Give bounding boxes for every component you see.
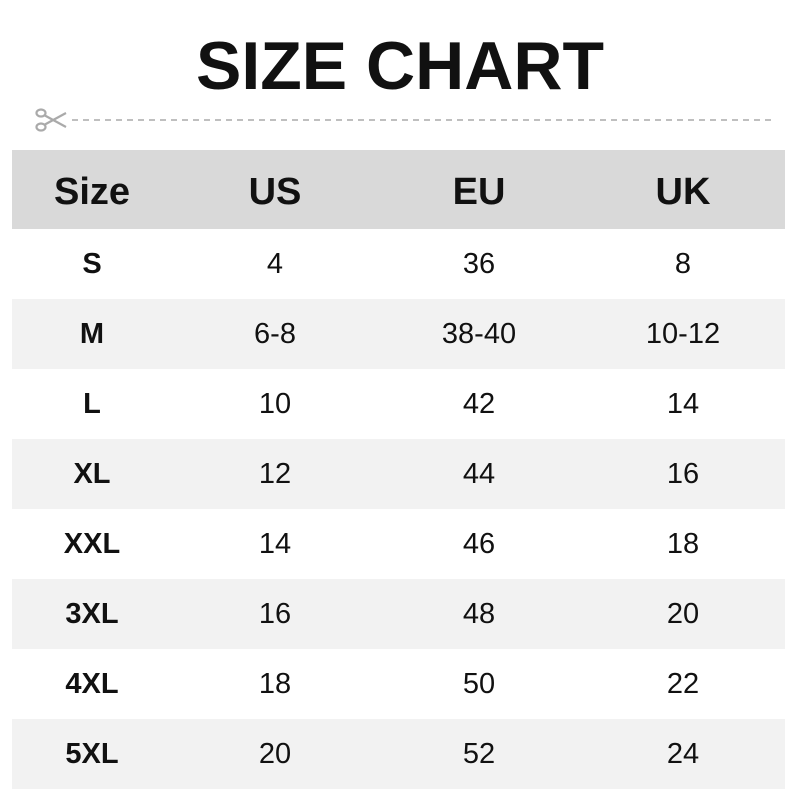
cell-uk: 18 <box>666 527 700 560</box>
cell-eu: 44 <box>462 457 496 490</box>
header-row: Size US EU UK <box>12 150 785 229</box>
cell-size: 5XL <box>65 737 119 770</box>
cell-uk: 22 <box>666 667 700 700</box>
cell-us: 18 <box>258 667 292 700</box>
cell-eu: 42 <box>462 387 496 420</box>
table-row: XXL 14 46 18 <box>12 509 785 579</box>
cell-size: L <box>83 387 101 420</box>
table-row: L 10 42 14 <box>12 369 785 439</box>
cell-us: 6-8 <box>254 317 296 350</box>
table-row: 3XL 16 48 20 <box>12 579 785 649</box>
cell-us: 12 <box>258 457 292 490</box>
header-eu: EU <box>452 171 506 213</box>
cell-us: 20 <box>258 737 292 770</box>
cell-eu: 52 <box>462 737 496 770</box>
table-row: 4XL 18 50 22 <box>12 649 785 719</box>
table-row: XL 12 44 16 <box>12 439 785 509</box>
page-title: SIZE CHART <box>196 28 604 104</box>
cell-uk: 16 <box>666 457 700 490</box>
cell-uk: 24 <box>666 737 700 770</box>
cell-us: 16 <box>258 597 292 630</box>
header-us: US <box>248 171 302 213</box>
size-table: Size US EU UK S 4 36 8 M 6-8 38-40 10-12 L 10 42 14… <box>12 150 785 789</box>
header-uk: UK <box>655 171 711 213</box>
cut-line <box>35 108 774 132</box>
cell-us: 10 <box>258 387 292 420</box>
table-row: 5XL 20 52 24 <box>12 719 785 789</box>
cell-uk: 20 <box>666 597 700 630</box>
cell-size: S <box>82 247 102 280</box>
cell-size: XXL <box>63 527 121 560</box>
cell-size: XL <box>73 457 111 490</box>
cell-uk: 8 <box>674 247 692 280</box>
cell-size: 4XL <box>65 667 119 700</box>
cell-size: M <box>79 317 105 350</box>
cell-uk: 10-12 <box>645 317 721 350</box>
cell-us: 4 <box>266 247 284 280</box>
table-row: M 6-8 38-40 10-12 <box>12 299 785 369</box>
scissors-icon <box>35 108 67 132</box>
header-size: Size <box>53 171 131 213</box>
cell-size: 3XL <box>65 597 119 630</box>
cell-eu: 50 <box>462 667 496 700</box>
cell-eu: 38-40 <box>441 317 517 350</box>
cell-eu: 36 <box>462 247 496 280</box>
cell-us: 14 <box>258 527 292 560</box>
table-row: S 4 36 8 <box>12 229 785 299</box>
cell-uk: 14 <box>666 387 700 420</box>
cell-eu: 48 <box>462 597 496 630</box>
cell-eu: 46 <box>462 527 496 560</box>
